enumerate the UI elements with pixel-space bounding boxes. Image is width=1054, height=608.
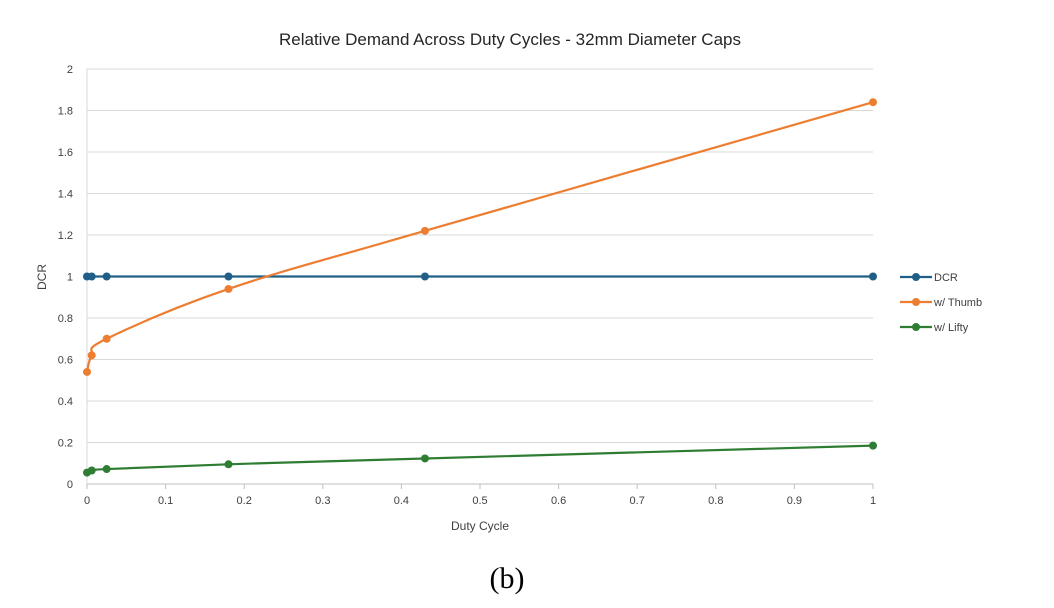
data-point-w-lifty: [420, 454, 429, 463]
series-w-lifty: [83, 441, 877, 477]
figure-caption: (b): [490, 562, 525, 595]
axes: [86, 69, 874, 489]
data-point-w-lifty: [87, 466, 96, 475]
y-tick-label: 1.8: [58, 106, 73, 118]
legend-label: w/ Lifty: [933, 322, 969, 334]
y-tick-label: 0: [67, 479, 73, 491]
data-point-dcr: [102, 272, 111, 281]
data-point-dcr: [420, 272, 429, 281]
x-tick-label: 0.8: [708, 495, 723, 507]
y-axis-title: DCR: [35, 264, 49, 290]
y-tick-label: 1.4: [58, 189, 73, 201]
data-point-w-thumb: [87, 351, 96, 360]
legend-item-dcr: DCR: [900, 272, 958, 284]
x-tick-label: 0.7: [630, 495, 645, 507]
x-tick-label: 0.5: [472, 495, 487, 507]
series-dcr: [83, 272, 877, 281]
y-tick-label: 0.2: [58, 438, 73, 450]
data-point-w-thumb: [83, 367, 91, 376]
data-point-w-lifty: [869, 441, 877, 450]
data-point-dcr: [87, 272, 96, 281]
x-tick-label: 0.6: [551, 495, 566, 507]
y-tick-label: 1.2: [58, 230, 73, 242]
series-line-w-thumb: [85, 101, 875, 374]
y-tick-label: 0.6: [58, 355, 73, 367]
gridlines: [87, 68, 873, 443]
x-tick-label: 0.4: [394, 495, 409, 507]
y-tick-label: 1.6: [58, 147, 73, 159]
series-w-thumb: [83, 98, 877, 376]
data-point-w-lifty: [224, 460, 233, 469]
x-tick-label: 0.9: [787, 495, 802, 507]
legend-item-w-lifty: w/ Lifty: [900, 322, 969, 334]
y-tick-label: 2: [67, 64, 73, 76]
x-tick-label: 0.2: [237, 495, 252, 507]
data-point-w-thumb: [224, 284, 233, 293]
y-tick-label: 0.4: [58, 396, 73, 408]
chart-title: Relative Demand Across Duty Cycles - 32m…: [279, 30, 741, 49]
y-tick-label: 1: [67, 272, 73, 284]
x-tick-label: 1: [870, 495, 876, 507]
series-line-w-lifty: [85, 444, 875, 474]
data-point-dcr: [224, 272, 233, 281]
legend-swatch-marker: [912, 298, 920, 306]
x-tick-label: 0.3: [315, 495, 330, 507]
data-point-w-thumb: [869, 98, 877, 107]
legend-label: DCR: [934, 272, 958, 284]
y-tick-label: 0.8: [58, 313, 73, 325]
legend-label: w/ Thumb: [933, 297, 982, 309]
data-point-w-thumb: [420, 226, 429, 235]
data-point-w-lifty: [102, 465, 111, 474]
x-tick-label: 0.1: [158, 495, 173, 507]
legend-swatch-marker: [912, 323, 920, 331]
legend: DCR w/ Thumb w/ Lifty: [900, 272, 982, 334]
x-axis-title: Duty Cycle: [451, 519, 509, 533]
legend-swatch-marker: [912, 273, 920, 281]
tick-labels: 0 0.2 0.4 0.6 0.8 1 1.2 1.4 1.6 1.8 2 0 0.1 0.2 0.3 0.4…: [58, 64, 876, 507]
x-tick-label: 0: [84, 495, 90, 507]
series-lines: [83, 98, 877, 477]
legend-item-w-thumb: w/ Thumb: [900, 297, 982, 309]
data-point-w-thumb: [102, 334, 111, 343]
data-point-dcr: [869, 272, 877, 281]
